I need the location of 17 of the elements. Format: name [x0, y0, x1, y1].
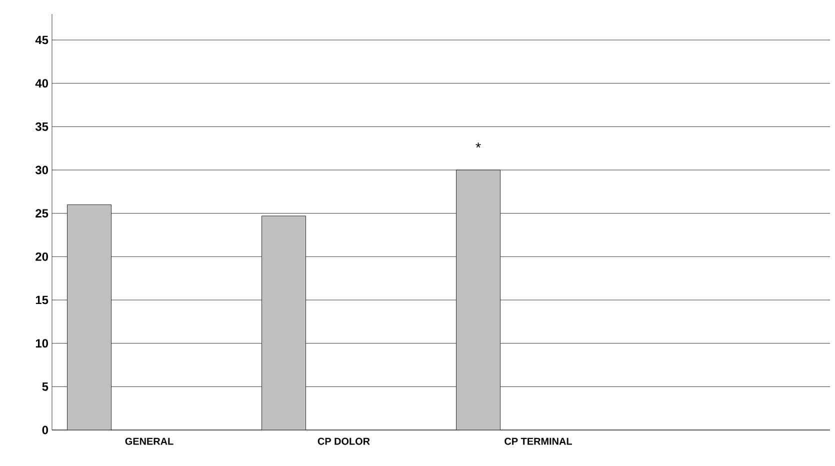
x-tick-label: CP DOLOR — [318, 438, 370, 445]
y-tick-label: 15 — [36, 296, 48, 304]
y-tick-label: 25 — [36, 209, 48, 218]
x-tick-label: CP TERMINAL — [504, 438, 572, 445]
x-tick-label: GENERAL — [125, 438, 174, 445]
bar — [67, 204, 112, 430]
y-tick-label: 20 — [36, 252, 48, 261]
y-tick-label: 0 — [42, 426, 48, 434]
y-tick-label: 10 — [36, 339, 48, 348]
y-tick-label: 30 — [35, 166, 48, 174]
y-tick-label: 5 — [42, 382, 48, 391]
bar — [262, 216, 306, 430]
y-tick-label: 35 — [35, 122, 48, 131]
bar — [456, 170, 500, 430]
annotation: * — [476, 142, 481, 148]
y-tick-label: 45 — [35, 36, 48, 44]
y-tick-label: 40 — [35, 79, 48, 88]
